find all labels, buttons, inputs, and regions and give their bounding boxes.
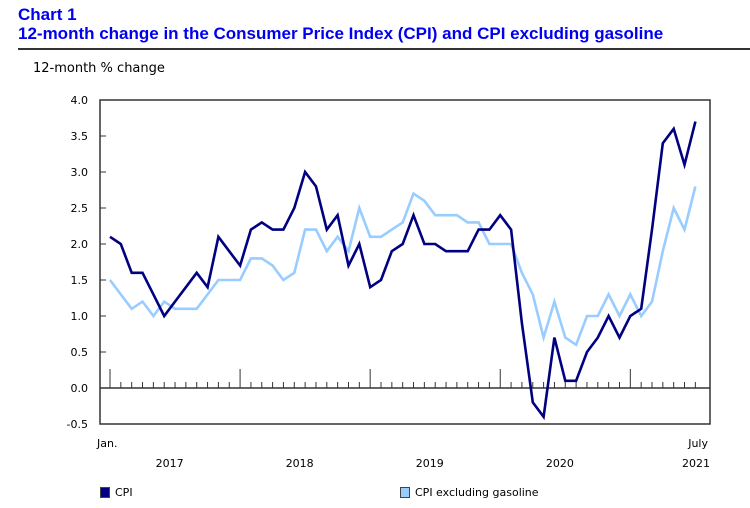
title-divider — [18, 48, 750, 50]
x-year-label: 2019 — [416, 457, 444, 470]
chart-title: 12-month change in the Consumer Price In… — [18, 24, 664, 43]
legend-item-cpi-ex-gas: CPI excluding gasoline — [400, 486, 539, 499]
y-axis-title: 12-month % change — [33, 61, 165, 76]
legend-item-cpi: CPI — [100, 486, 133, 499]
y-tick-label: 2.5 — [71, 202, 89, 215]
legend-label-cpi-ex-gas: CPI excluding gasoline — [415, 486, 539, 499]
x-axis — [100, 369, 710, 389]
y-tick-label: 1.0 — [71, 310, 89, 323]
y-tick-label: 0.5 — [71, 346, 89, 359]
legend-label-cpi: CPI — [115, 486, 133, 499]
y-tick-label: 2.0 — [71, 238, 89, 251]
y-tick-label: 4.0 — [71, 94, 89, 107]
chart-header: Chart 1 12-month change in the Consumer … — [18, 5, 663, 43]
x-axis-labels: Jan. July 2017 2018 2019 2020 2021 — [96, 437, 710, 470]
chart-number: Chart 1 — [18, 5, 77, 24]
y-axis: 4.0 3.5 3.0 2.5 2.0 1.5 1.0 0.5 0.0 -0.5 — [67, 94, 106, 431]
y-tick-label: 0.0 — [71, 382, 89, 395]
y-tick-label: 3.0 — [71, 166, 89, 179]
x-year-label: 2018 — [286, 457, 314, 470]
plot-frame — [99, 99, 711, 425]
y-tick-label: 1.5 — [71, 274, 89, 287]
y-tick-label: -0.5 — [67, 418, 88, 431]
x-label-first-month: Jan. — [96, 437, 117, 450]
series-line-cpi — [109, 121, 697, 421]
x-year-label: 2020 — [546, 457, 574, 470]
x-label-last-month: July — [687, 437, 708, 450]
series-line-cpi-excluding-gasoline — [108, 186, 697, 347]
x-year-label: 2021 — [682, 457, 710, 470]
legend-swatch-cpi — [100, 487, 110, 498]
y-tick-label: 3.5 — [71, 130, 89, 143]
x-year-label: 2017 — [156, 457, 184, 470]
series-layer — [108, 121, 697, 421]
legend-swatch-cpi-ex-gas — [400, 487, 410, 498]
